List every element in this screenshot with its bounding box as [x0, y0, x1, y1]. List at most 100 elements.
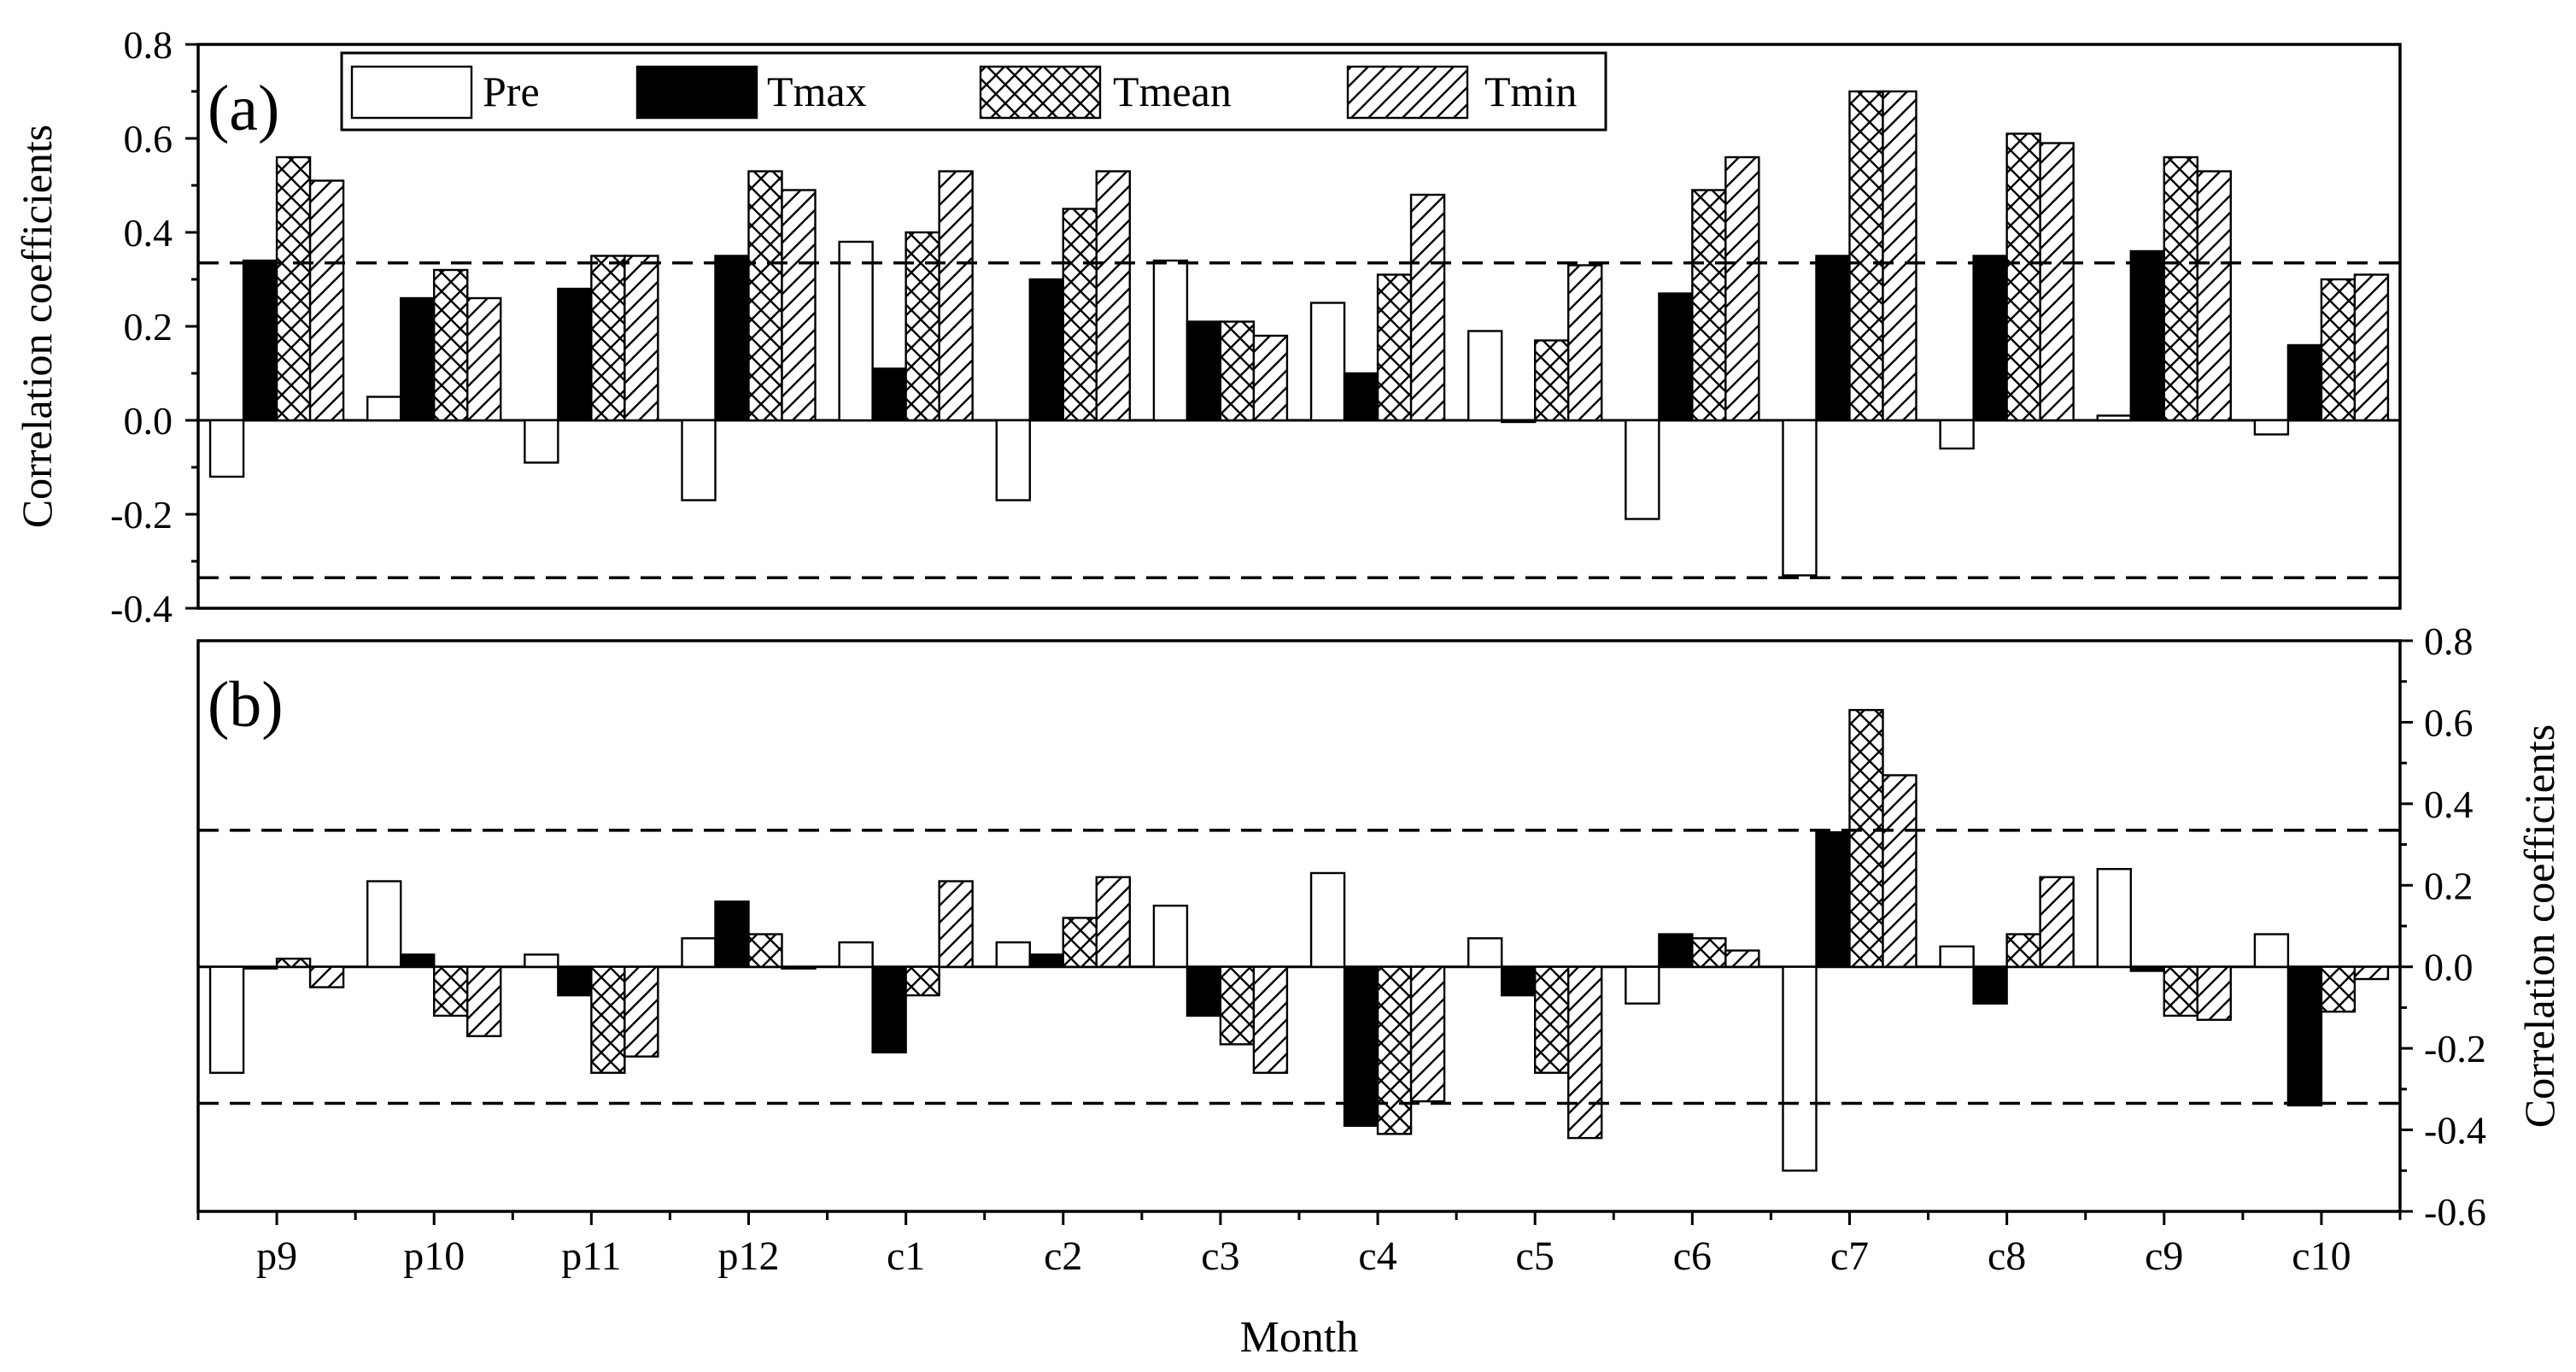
- bar-tmean-c2: [1062, 208, 1098, 422]
- bar-tmax-c9: [2129, 965, 2165, 972]
- x-tick-label-c4: c4: [1358, 1234, 1396, 1279]
- bar-tmean-c3: [1219, 965, 1256, 1046]
- bar-tmax-c4: [1343, 965, 1379, 1127]
- bar-pre-p10: [366, 396, 402, 422]
- bar-pre-c10: [2253, 933, 2290, 968]
- bar-pre-c8: [1939, 419, 1975, 450]
- bar-tmean-c8: [2005, 132, 2041, 422]
- y-tick-label: 0.4: [124, 211, 173, 255]
- y-tick-label: 0.0: [2424, 946, 2474, 989]
- bar-tmean-c5: [1534, 339, 1570, 422]
- bar-tmean-c10: [2320, 278, 2356, 422]
- bar-tmax-c9: [2129, 249, 2165, 422]
- bar-tmean-c3: [1219, 320, 1256, 422]
- y-tick-label: -0.6: [2424, 1190, 2486, 1234]
- bar-tmin-p11: [624, 965, 659, 1058]
- bar-pre-p11: [524, 419, 559, 464]
- y-tick-label: -0.4: [2424, 1109, 2486, 1152]
- bar-tmax-c7: [1815, 831, 1851, 968]
- x-tick-label-c5: c5: [1516, 1234, 1554, 1279]
- bar-tmin-c5: [1567, 264, 1603, 422]
- bar-tmean-c4: [1376, 965, 1413, 1135]
- bar-tmean-c4: [1376, 273, 1413, 422]
- x-tick-label-c6: c6: [1673, 1234, 1712, 1279]
- bar-tmean-c6: [1691, 189, 1727, 422]
- legend-swatch-pre: [350, 65, 473, 120]
- bar-tmean-c7: [1848, 708, 1884, 968]
- bar-tmax-c2: [1028, 953, 1064, 968]
- bar-tmax-c7: [1815, 255, 1851, 422]
- bar-tmax-c6: [1658, 292, 1694, 422]
- bar-tmax-p11: [557, 965, 593, 997]
- legend-swatch-tmean: [979, 65, 1102, 120]
- bar-tmin-p12: [781, 965, 817, 970]
- bar-tmean-c9: [2163, 155, 2198, 422]
- bar-tmin-c6: [1724, 949, 1760, 968]
- bar-tmin-c7: [1882, 90, 1917, 422]
- legend-label-tmax: Tmax: [767, 67, 867, 115]
- bar-pre-c6: [1625, 965, 1660, 1005]
- bar-pre-c7: [1782, 419, 1818, 577]
- bar-tmax-c2: [1028, 278, 1064, 422]
- bar-tmax-c1: [871, 367, 907, 422]
- bar-tmin-c8: [2039, 876, 2075, 968]
- bar-tmin-c3: [1252, 965, 1289, 1074]
- bar-tmean-c9: [2163, 965, 2198, 1017]
- bar-pre-p10: [366, 880, 402, 968]
- panel-a: -0.4 -0.2 0.0 0.2 0.4 0.6 0.8 Correlation coeff…: [13, 23, 2402, 630]
- y-tick-label: 0.8: [124, 23, 173, 67]
- panel-label: (a): [208, 73, 279, 144]
- legend: Pre Tmax Tmean Tmin: [340, 51, 1607, 132]
- bar-tmin-c8: [2039, 142, 2075, 422]
- bar-tmax-p9: [242, 259, 278, 422]
- x-tick-label-c10: c10: [2292, 1234, 2351, 1279]
- x-tick-label-p11: p11: [561, 1234, 621, 1279]
- bar-tmean-p12: [747, 170, 783, 422]
- legend-swatch-tmin: [1346, 65, 1469, 120]
- y-axis-title: Correlation coefficients: [2515, 724, 2563, 1129]
- bar-tmin-c4: [1409, 965, 1446, 1103]
- bar-tmean-c2: [1062, 917, 1098, 968]
- bar-tmax-c5: [1501, 419, 1537, 424]
- y-tick-label: -0.2: [110, 493, 173, 536]
- y-tick-label: -0.4: [110, 587, 173, 630]
- bar-tmean-c7: [1848, 90, 1884, 422]
- bar-pre-c5: [1467, 330, 1503, 422]
- legend-label-pre: Pre: [483, 67, 540, 115]
- bar-tmin-c9: [2196, 965, 2232, 1021]
- bar-tmin-p9: [308, 965, 345, 988]
- bar-tmean-c8: [2005, 933, 2041, 968]
- bar-tmean-c5: [1534, 965, 1570, 1074]
- y-tick-label: 0.6: [124, 117, 173, 161]
- bar-pre-p11: [524, 953, 559, 968]
- bar-tmin-c6: [1724, 155, 1760, 422]
- bar-pre-c8: [1939, 945, 1975, 968]
- x-tick-label-p10: p10: [403, 1234, 465, 1279]
- bar-tmean-p9: [275, 957, 312, 968]
- bar-tmax-c10: [2286, 965, 2323, 1107]
- bar-pre-p9: [208, 965, 245, 1074]
- bar-pre-c4: [1309, 302, 1346, 422]
- bar-pre-c4: [1309, 871, 1346, 968]
- bar-pre-p12: [681, 419, 717, 501]
- bar-tmin-c7: [1882, 774, 1917, 968]
- y-tick-label: 0.2: [2424, 864, 2474, 907]
- bar-pre-c10: [2253, 419, 2290, 436]
- bar-tmax-p11: [557, 287, 593, 422]
- x-tick-label-c9: c9: [2145, 1234, 2183, 1279]
- bar-tmin-c1: [938, 170, 974, 422]
- bar-tmean-p11: [590, 255, 626, 422]
- legend-label-tmin: Tmin: [1484, 67, 1577, 115]
- y-tick-label: 0.4: [2424, 783, 2474, 826]
- bar-tmin-c10: [2353, 965, 2390, 981]
- bar-tmax-c5: [1501, 965, 1537, 997]
- x-tick-label-p9: p9: [256, 1234, 297, 1279]
- y-tick-label: -0.2: [2424, 1027, 2486, 1070]
- bar-tmax-c8: [1972, 965, 2008, 1005]
- bar-tmean-c1: [905, 231, 940, 422]
- y-tick-label: 0.6: [2424, 701, 2474, 744]
- bar-tmin-c2: [1095, 876, 1131, 968]
- panel-b: -0.6 -0.4 -0.2 0.0 0.2 0.4 0.6 0.8 Correlation c…: [196, 619, 2563, 1362]
- y-axis-title: Correlation coefficients: [13, 125, 61, 529]
